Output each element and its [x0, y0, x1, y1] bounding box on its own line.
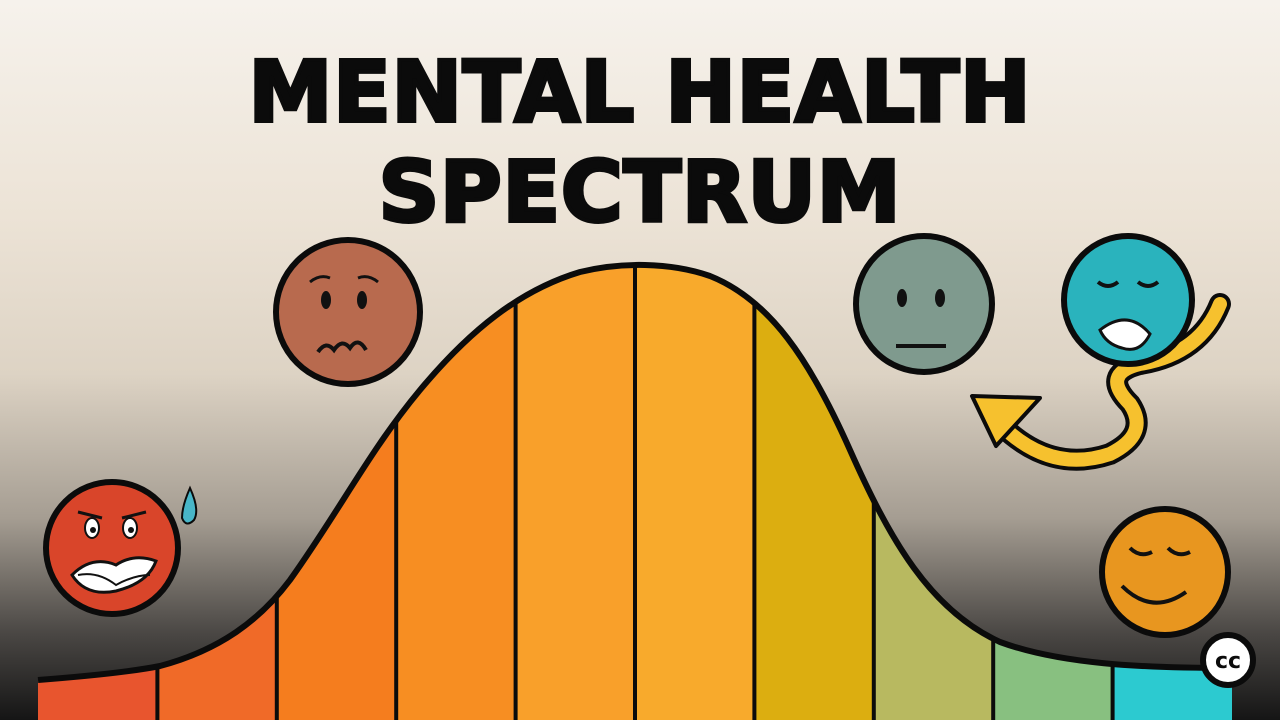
face-neutral	[853, 233, 995, 375]
arrowhead-icon	[970, 394, 1042, 448]
bell-curve	[37, 261, 1233, 683]
spectrum-stripes	[38, 264, 1232, 720]
cc-badge-text: cc	[1215, 649, 1241, 674]
cc-badge: cc	[1200, 632, 1256, 688]
face-worried	[273, 237, 423, 387]
page-title: MENTAL HEALTH SPECTRUM	[247, 41, 1033, 243]
sweat-drop-icon	[180, 485, 198, 525]
face-calm	[1099, 506, 1231, 638]
face-anxious	[43, 479, 181, 617]
spectrum-stripe	[38, 264, 159, 720]
spectrum-stripe	[515, 264, 636, 720]
spectrum-stripe	[635, 264, 756, 720]
spectrum-stripe	[157, 264, 278, 720]
face-distressed	[1061, 233, 1195, 367]
